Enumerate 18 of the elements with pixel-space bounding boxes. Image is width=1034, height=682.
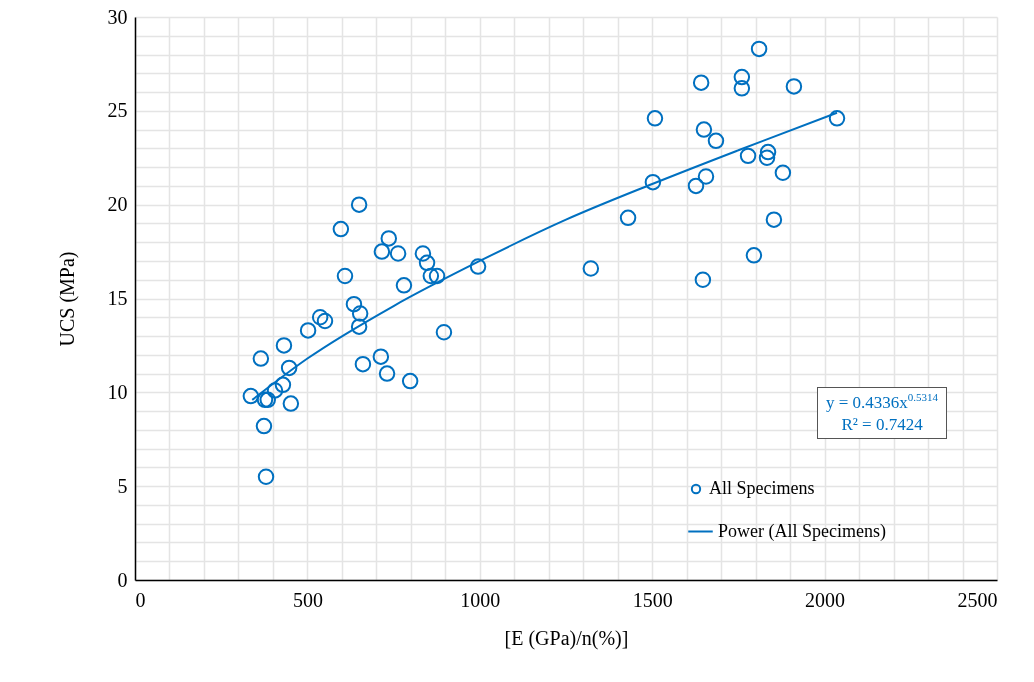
x-tick-label: 2000	[805, 588, 846, 611]
x-axis-title: [E (GPa)/n(%)]	[504, 626, 629, 650]
x-tick-label: 1500	[632, 588, 673, 611]
y-tick-label: 5	[117, 474, 128, 497]
x-tick-label: 1000	[460, 588, 501, 611]
x-tick-label: 2500	[957, 588, 998, 611]
y-tick-label: 10	[107, 380, 128, 403]
y-tick-label: 25	[107, 99, 128, 122]
y-tick-label: 20	[107, 193, 128, 216]
annotation: y = 0.4336x$^{0.5314}$ R² = 0.7424	[817, 387, 948, 439]
legend-label: Power (All Specimens)	[718, 520, 886, 542]
x-tick-label: 0	[135, 588, 146, 611]
y-tick-label: 30	[107, 5, 128, 28]
legend-label: All Specimens	[709, 478, 815, 498]
y-axis-title: UCS (MPa)	[55, 251, 79, 347]
y-tick-label: 0	[117, 568, 128, 591]
y-tick-label: 15	[107, 287, 128, 309]
x-tick-label: 500	[292, 588, 323, 611]
